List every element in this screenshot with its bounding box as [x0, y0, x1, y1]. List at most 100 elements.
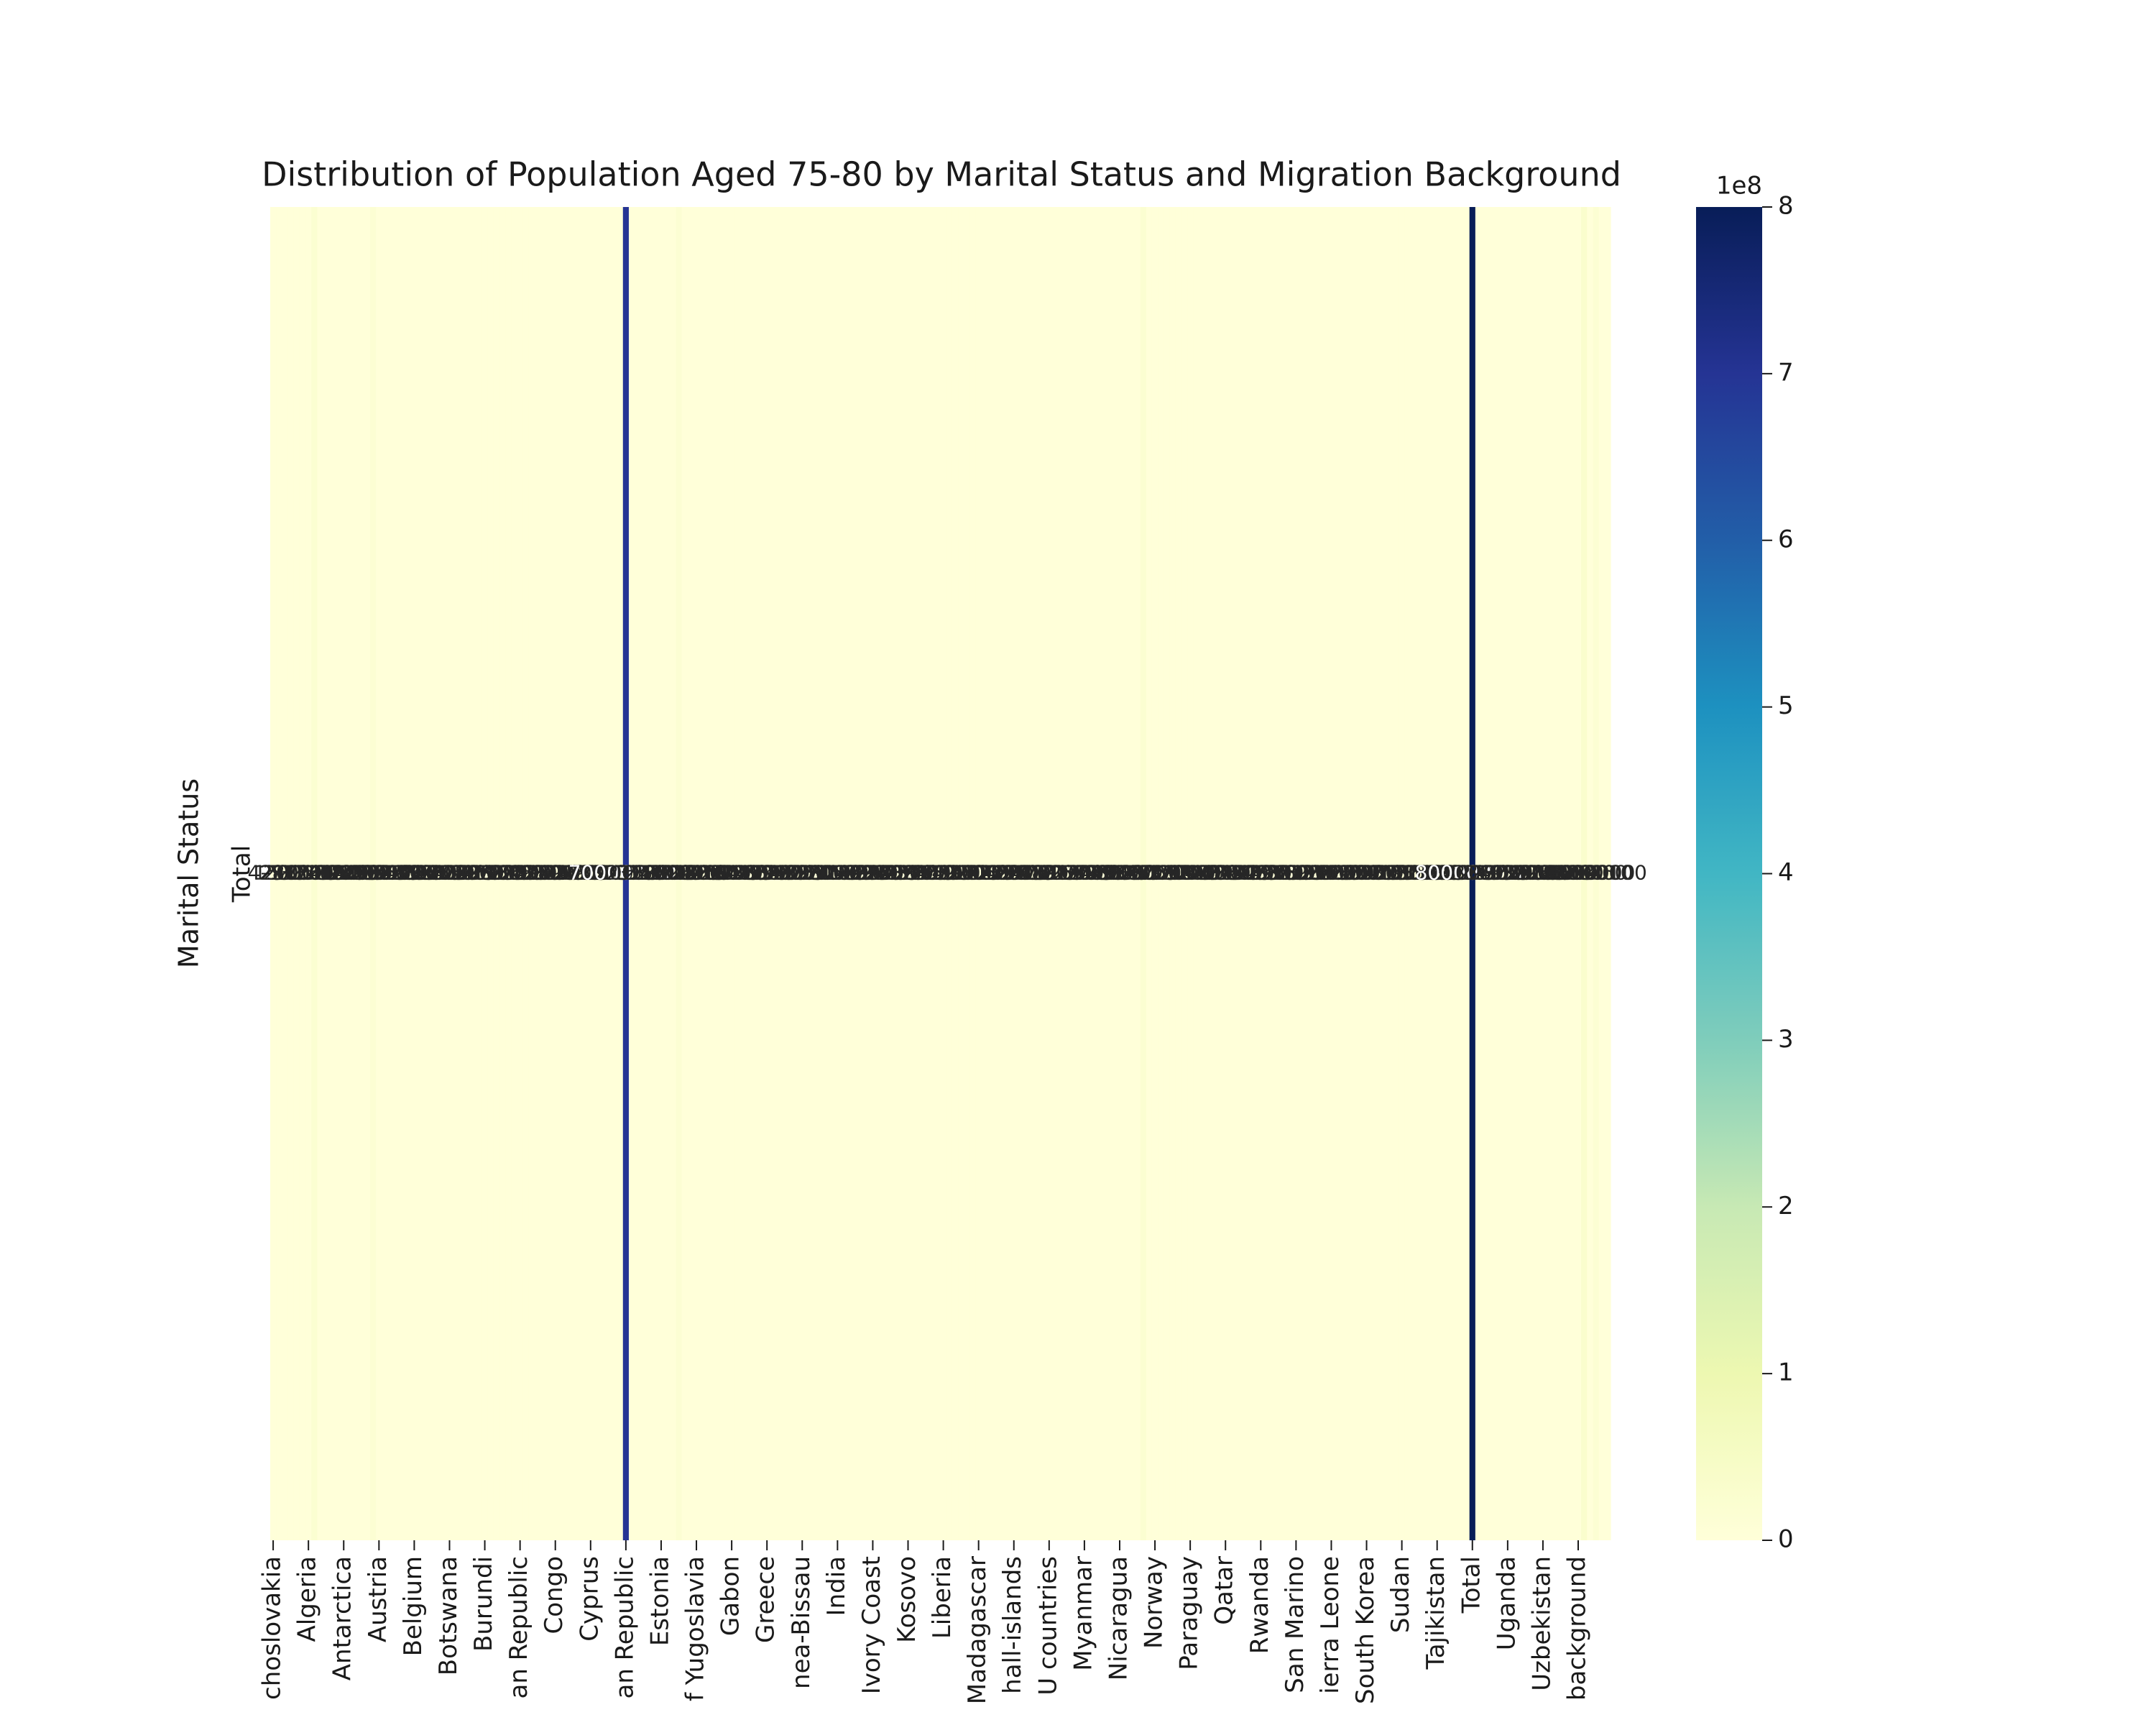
- x-tick-label: Madagascar: [963, 1556, 992, 1704]
- cell-annotation: 1290: [1423, 861, 1474, 885]
- heatmap-cell: [428, 207, 436, 1540]
- y-axis-label: Marital Status: [173, 778, 205, 968]
- x-tick-label: Liberia: [928, 1556, 957, 1639]
- cell-annotation: 3140: [906, 861, 957, 885]
- cell-annotation: 1930: [506, 861, 557, 885]
- cell-annotation: 1530: [1323, 861, 1374, 885]
- colorbar-tick-label: 1: [1778, 1358, 1794, 1387]
- cell-annotation: 1460: [448, 861, 499, 885]
- heatmap-cell: [829, 207, 835, 1540]
- x-tick-label: Belgium: [399, 1556, 428, 1656]
- cell-annotation: 2880: [1006, 861, 1057, 885]
- cell-annotation: 3070: [535, 861, 586, 885]
- heatmap-cell: [1058, 207, 1064, 1540]
- heatmap-cell: [1064, 207, 1071, 1540]
- cell-annotation: 2410: [1176, 861, 1227, 885]
- heatmap-cell: [1240, 207, 1247, 1540]
- heatmap-cell: [535, 207, 541, 1540]
- cell-annotation: 1620: [859, 861, 910, 885]
- x-tick-label: hall-islands: [998, 1556, 1027, 1694]
- colorbar-tick-label: 7: [1778, 358, 1794, 387]
- heatmap-cell: [964, 207, 970, 1540]
- cell-annotation: 2710: [923, 861, 975, 885]
- cell-annotation: 3030: [1312, 861, 1363, 885]
- heatmap-cell: [1199, 207, 1206, 1540]
- cell-annotation: 3010: [1582, 861, 1633, 885]
- heatmap-cell: [287, 207, 295, 1540]
- heatmap-cell: [1428, 207, 1435, 1540]
- cell-annotation: 1600: [1271, 861, 1322, 885]
- heatmap-cell: [764, 207, 770, 1540]
- heatmap-cell: [816, 207, 824, 1540]
- cell-annotation: 1230: [389, 861, 440, 885]
- heatmap-cell: [464, 207, 471, 1540]
- cell-annotation: 3160: [1036, 861, 1087, 885]
- heatmap-cell: [570, 207, 576, 1540]
- heatmap-cell: [1469, 207, 1476, 1540]
- heatmap-cell: [1539, 207, 1547, 1540]
- heatmap-cell: [658, 207, 665, 1540]
- heatmap-cell: [1598, 207, 1606, 1540]
- heatmap-cell: [1204, 207, 1212, 1540]
- cell-annotation: 2510: [1300, 861, 1351, 885]
- heatmap-cell: [1193, 207, 1200, 1540]
- heatmap-cell: [1005, 207, 1012, 1540]
- cell-annotation: 1920: [770, 861, 821, 885]
- cell-annotation: 2980: [471, 861, 522, 885]
- heatmap-cell: [1463, 207, 1470, 1540]
- cell-annotation: 1460: [1465, 861, 1516, 885]
- cell-annotation: 1270: [518, 861, 569, 885]
- colorbar-tick-label: 4: [1778, 858, 1794, 887]
- cell-annotation: 1720: [1500, 861, 1551, 885]
- cell-annotation: 1300: [1382, 861, 1433, 885]
- heatmap-cell: [729, 207, 735, 1540]
- heatmap-cell: [1569, 207, 1576, 1540]
- cell-annotation: 2470: [724, 861, 775, 885]
- heatmap-cell: [1340, 207, 1347, 1540]
- cell-annotation: 1310: [1029, 861, 1080, 885]
- cell-annotation: 2490: [1077, 861, 1128, 885]
- heatmap-cell: [1069, 207, 1077, 1540]
- heatmap-cell: [540, 207, 548, 1540]
- colorbar-tick-label: 0: [1778, 1525, 1794, 1554]
- cell-annotation: 1360: [900, 861, 951, 885]
- heatmap-cell: [452, 207, 459, 1540]
- cell-annotation: 1320: [642, 861, 693, 885]
- cell-annotation: 3210: [988, 861, 1039, 885]
- cell-annotation: 1910: [1123, 861, 1174, 885]
- cell-annotation: 2840: [1217, 861, 1268, 885]
- heatmap-cell: [934, 207, 941, 1540]
- x-tick-label: Paraguay: [1175, 1556, 1204, 1670]
- cell-annotation: 1680: [982, 861, 1033, 885]
- cell-annotation: 1670: [1335, 861, 1386, 885]
- cell-annotation: 1510: [371, 861, 422, 885]
- heatmap-cell: [1269, 207, 1276, 1540]
- cell-annotation: 2700: [1541, 861, 1592, 885]
- heatmap-cell: [446, 207, 453, 1540]
- cell-annotation: 1720: [465, 861, 516, 885]
- heatmap-cell: [1245, 207, 1253, 1540]
- cell-annotation: 2280: [659, 861, 710, 885]
- heatmap-cell: [1304, 207, 1312, 1540]
- heatmap-cell: [722, 207, 729, 1540]
- heatmap-cell: [323, 207, 330, 1540]
- cell-annotation: 3360: [1452, 861, 1503, 885]
- cell-annotation: 1330: [842, 861, 893, 885]
- heatmap-cell: [864, 207, 870, 1540]
- heatmap-cell: [387, 207, 395, 1540]
- heatmap-cell: [470, 207, 476, 1540]
- heatmap-cell: [1075, 207, 1082, 1540]
- cell-annotation: 2550: [1141, 861, 1192, 885]
- cell-annotation: 2680: [306, 861, 357, 885]
- heatmap-cell: [987, 207, 994, 1540]
- cell-annotation: 2340: [359, 861, 410, 885]
- heatmap-cell: [887, 207, 894, 1540]
- colorbar-offset-label: 1e8: [1716, 172, 1762, 201]
- cell-annotation: 3320: [395, 861, 446, 885]
- heatmap-cell: [1023, 207, 1029, 1540]
- cell-annotation: 1400: [1000, 861, 1051, 885]
- heatmap-cell: [1322, 207, 1329, 1540]
- cell-annotation: 1780: [589, 861, 640, 885]
- heatmap-cell: [411, 207, 418, 1540]
- heatmap-cell: [293, 207, 300, 1540]
